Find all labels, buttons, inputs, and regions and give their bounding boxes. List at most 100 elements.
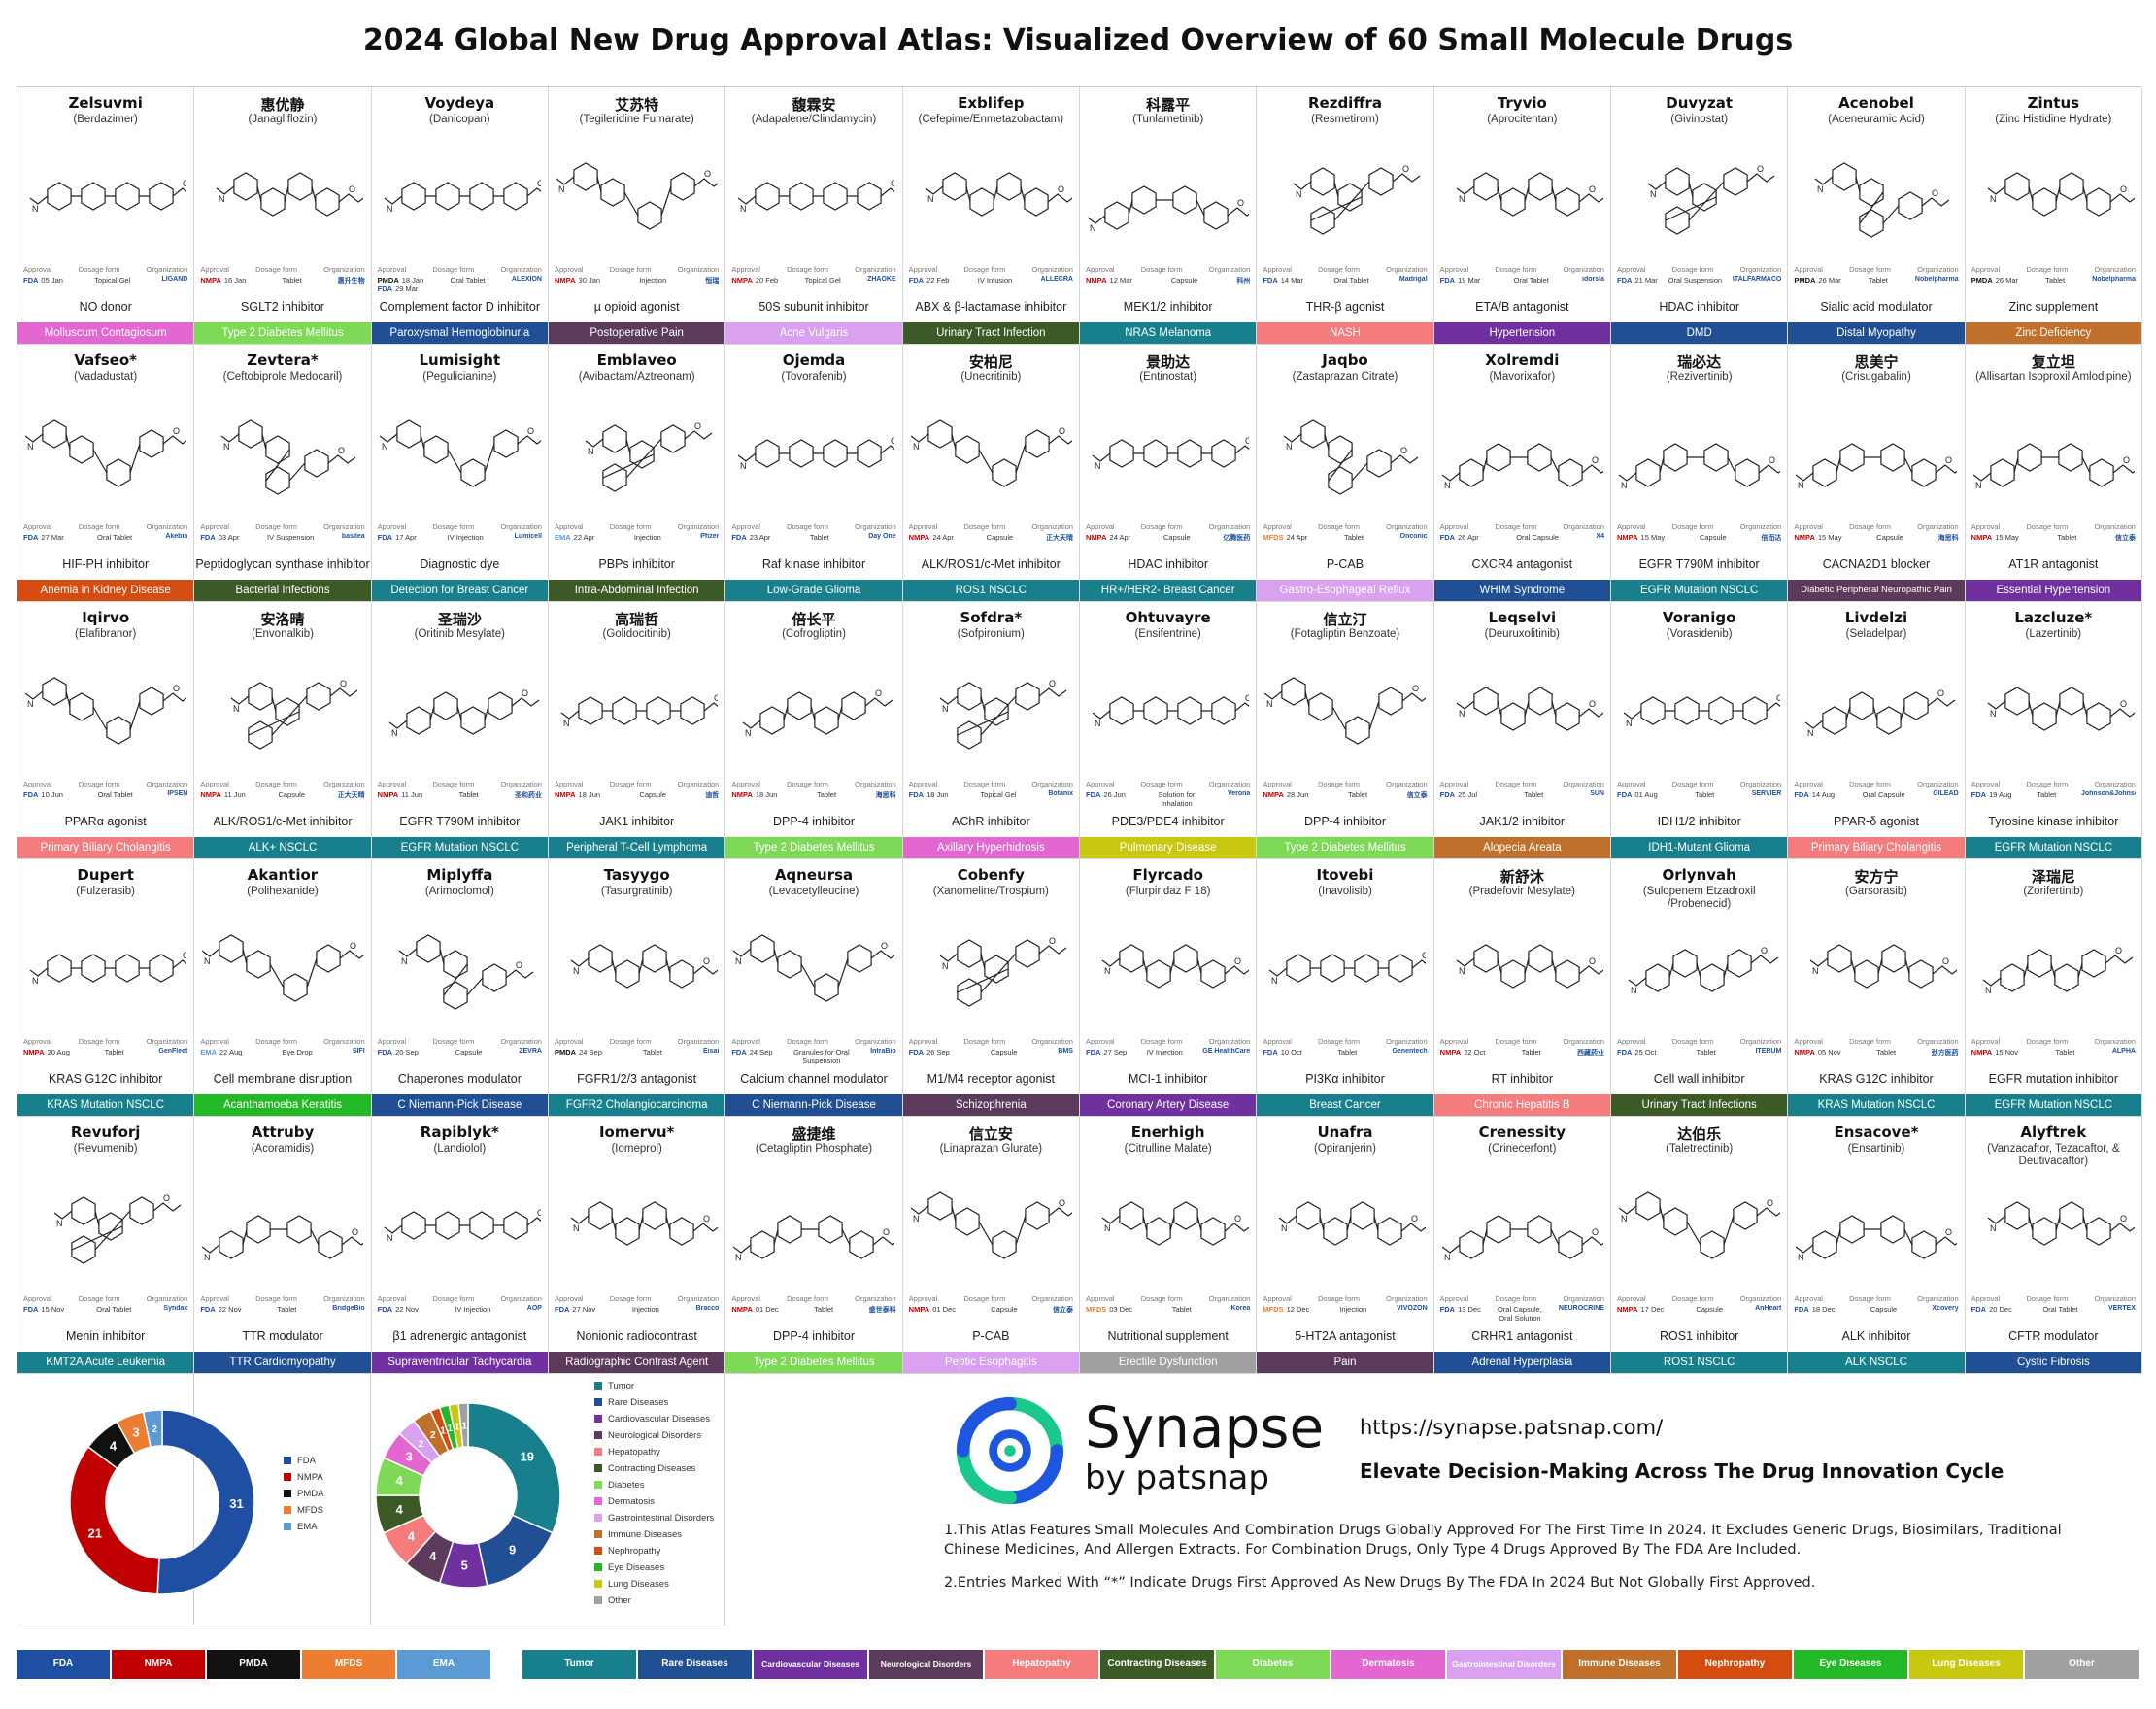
- drug-generic-name: (Pegulicianine): [376, 371, 544, 384]
- approval-date: 27 Nov: [572, 1305, 595, 1314]
- field-label-approval: Approval: [378, 1294, 407, 1303]
- disease-legend-chip: Tumor: [522, 1650, 636, 1679]
- field-label-dosage: Dosage form: [2026, 265, 2068, 274]
- drug-generic-name: (Crinecerfont): [1438, 1143, 1606, 1156]
- field-labels: ApprovalDosage formOrganization: [909, 522, 1073, 531]
- molecule-structure-icon: ON: [733, 653, 894, 773]
- drug-card: Zintus(Zinc Histidine Hydrate)ONApproval…: [1966, 87, 2142, 345]
- approval-info: FDA05 Jan: [23, 276, 63, 285]
- disease-badge: Paroxysmal Hemoglobinuria: [372, 322, 548, 344]
- svg-text:N: N: [387, 204, 393, 214]
- mechanism: CACNA2D1 blocker: [1788, 557, 1964, 571]
- svg-text:N: N: [1296, 189, 1302, 199]
- drug-generic-name: (Vanzacaftor, Tezacaftor, & Deutivacafto…: [1970, 1143, 2138, 1168]
- molecule-structure-icon: ON: [1796, 653, 1957, 773]
- svg-text:N: N: [1444, 481, 1451, 490]
- drug-name: 新舒沐: [1434, 866, 1610, 887]
- disease-legend-chip: Eye Diseases: [1794, 1650, 1907, 1679]
- field-label-approval: Approval: [200, 780, 229, 788]
- svg-text:O: O: [516, 960, 522, 970]
- field-label-org: Organization: [678, 522, 720, 531]
- approval-info: FDA10 Oct: [1263, 1048, 1302, 1056]
- dosage-form: Tablet: [643, 1048, 662, 1056]
- molecule-structure-icon: ON: [1619, 910, 1780, 1030]
- field-values: FDA25 JulTabletSUN: [1440, 790, 1604, 799]
- donut-value-label: 19: [521, 1450, 534, 1464]
- field-label-org: Organization: [500, 1294, 542, 1303]
- organization-logo: Day One: [868, 533, 895, 540]
- disease-legend-chip: Immune Diseases: [1563, 1650, 1676, 1679]
- legend-swatch: [594, 1580, 602, 1588]
- field-label-dosage: Dosage form: [79, 780, 120, 788]
- approval-date-2: 29 Mar: [395, 285, 418, 293]
- field-values: NMPA17 DecCapsuleAnHeart: [1617, 1305, 1781, 1314]
- dosage-form: Tablet: [2057, 533, 2076, 542]
- field-label-dosage: Dosage form: [1318, 522, 1360, 531]
- approval-info: FDA27 Sep: [1086, 1048, 1127, 1056]
- approval-info: FDA20 Sep: [378, 1048, 419, 1056]
- disease-badge: EGFR Mutation NSCLC: [1611, 580, 1787, 601]
- field-label-approval: Approval: [200, 1294, 229, 1303]
- mechanism: DPP-4 inhibitor: [725, 815, 901, 828]
- field-label-org: Organization: [1563, 522, 1604, 531]
- field-labels: ApprovalDosage formOrganization: [378, 522, 542, 531]
- dosage-form: IV Suspension: [267, 533, 314, 542]
- approval-agency: MFDS: [1263, 533, 1283, 542]
- svg-text:O: O: [1059, 1198, 1065, 1208]
- svg-text:O: O: [1592, 455, 1599, 465]
- approval-info: FDA26 Sep: [909, 1048, 950, 1056]
- drug-card: Unafra(Opiranjerin)ONApprovalDosage form…: [1257, 1117, 1433, 1374]
- mechanism: P-CAB: [903, 1329, 1079, 1343]
- approval-date: 19 Mar: [1458, 276, 1480, 285]
- disease-badge: Anemia in Kidney Disease: [17, 580, 193, 601]
- dosage-form: Topical Gel: [980, 790, 1016, 799]
- disease-legend-item: Eye Diseases: [608, 1562, 664, 1573]
- organization-logo: Nobelpharma: [2092, 276, 2136, 283]
- organization-logo: Genentech: [1392, 1048, 1427, 1055]
- molecule-structure-icon: ON: [556, 1167, 718, 1288]
- dosage-form: Solution for Inhalation: [1147, 790, 1205, 808]
- svg-text:N: N: [1817, 184, 1824, 194]
- disease-legend-item: Hepatopathy: [608, 1447, 660, 1458]
- donut-value-label: 4: [429, 1549, 437, 1563]
- organization-logo: Xcovery: [1932, 1305, 1958, 1312]
- approval-info: FDA22 Feb: [909, 276, 950, 285]
- field-values: NMPA15 MayCapsule海思科: [1794, 533, 1958, 543]
- drug-name: Vafseo*: [17, 352, 193, 369]
- drug-card: 景助达(Entinostat)ONApprovalDosage formOrga…: [1080, 345, 1257, 602]
- disease-legend-chip: Diabetes: [1216, 1650, 1330, 1679]
- brand-url-link[interactable]: https://synapse.patsnap.com/: [1360, 1416, 1663, 1439]
- drug-generic-name: (Tovorafenib): [729, 371, 897, 384]
- drug-generic-name: (Tasurgratinib): [553, 886, 721, 898]
- drug-generic-name: (Pradefovir Mesylate): [1438, 886, 1606, 898]
- approval-agency: FDA: [23, 276, 38, 285]
- svg-text:O: O: [1234, 1214, 1241, 1223]
- svg-text:O: O: [183, 951, 186, 960]
- svg-text:N: N: [1990, 709, 1997, 719]
- approval-agency: NMPA: [1794, 533, 1815, 542]
- field-labels: ApprovalDosage formOrganization: [731, 265, 895, 274]
- mechanism: β1 adrenergic antagonist: [372, 1329, 548, 1343]
- legend-swatch: [594, 1563, 602, 1571]
- organization-logo: BMS: [1058, 1048, 1073, 1055]
- field-label-org: Organization: [1031, 780, 1073, 788]
- organization-logo: GE HealthCare: [1202, 1048, 1250, 1055]
- drug-generic-name: (Tegileridine Fumarate): [553, 114, 721, 126]
- field-label-approval: Approval: [1971, 265, 2001, 274]
- approval-info: FDA15 Nov: [23, 1305, 64, 1314]
- field-values: FDA26 JunSolution for InhalationVerona: [1086, 790, 1250, 808]
- organization-logo: SIFI: [353, 1048, 365, 1055]
- drug-name: Xolremdi: [1434, 352, 1610, 369]
- drug-name: Aqneursa: [725, 866, 901, 884]
- field-label-dosage: Dosage form: [432, 780, 474, 788]
- approval-date: 21 Mar: [1634, 276, 1657, 285]
- organization-logo: 倍而达: [1761, 533, 1781, 543]
- approval-agency: MFDS: [1086, 1305, 1106, 1314]
- svg-text:N: N: [1459, 194, 1465, 204]
- disease-donut-chart: 199544443221111TumorRare DiseasesCardiov…: [371, 1374, 725, 1625]
- molecule-structure-icon: ON: [1796, 395, 1957, 516]
- field-label-dosage: Dosage form: [610, 1037, 652, 1046]
- approval-info: NMPA20 Aug: [23, 1048, 70, 1056]
- disease-badge: Intra-Abdominal Infection: [549, 580, 724, 601]
- molecule-structure-icon: ON: [25, 653, 186, 773]
